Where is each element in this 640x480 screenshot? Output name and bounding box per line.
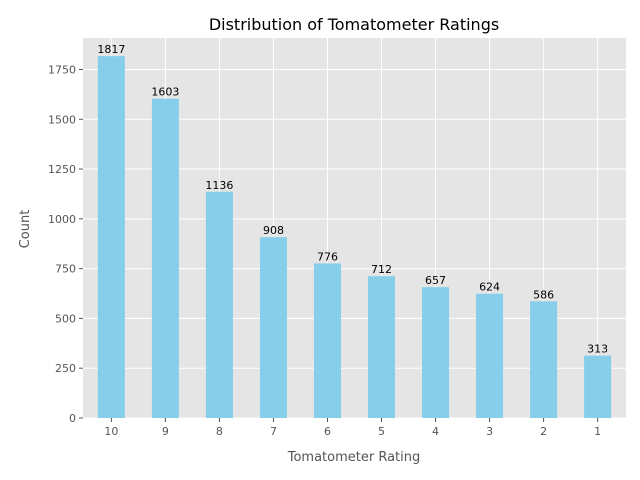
y-axis-ticks: 0 250 500 750 1000 1250 1500 1750 bbox=[48, 63, 83, 425]
bar-rating-8 bbox=[205, 191, 233, 418]
y-tick-label: 1000 bbox=[48, 213, 76, 226]
data-label-rating-5: 712 bbox=[371, 263, 392, 276]
bar-rating-10 bbox=[97, 56, 125, 419]
y-tick-label: 1500 bbox=[48, 113, 76, 126]
y-tick-label: 1750 bbox=[48, 63, 76, 76]
x-axis-label: Tomatometer Rating bbox=[287, 450, 421, 465]
x-tick-label-6: 6 bbox=[324, 425, 331, 438]
bar-rating-5 bbox=[368, 276, 396, 418]
y-tick-label: 1250 bbox=[48, 163, 76, 176]
x-tick-label-8: 8 bbox=[216, 425, 223, 438]
bar-rating-6 bbox=[313, 263, 341, 418]
x-tick-label-4: 4 bbox=[432, 425, 439, 438]
data-label-rating-1: 313 bbox=[587, 343, 608, 356]
data-label-rating-6: 776 bbox=[317, 250, 338, 263]
data-label-rating-10: 1817 bbox=[97, 43, 125, 56]
y-tick-label: 750 bbox=[55, 263, 76, 276]
x-tick-label-9: 9 bbox=[162, 425, 169, 438]
bar-rating-7 bbox=[259, 237, 287, 418]
x-tick-label-5: 5 bbox=[378, 425, 385, 438]
data-label-rating-2: 586 bbox=[533, 288, 554, 301]
x-tick-label-2: 2 bbox=[540, 425, 547, 438]
x-tick-label-1: 1 bbox=[594, 425, 601, 438]
bar-rating-2 bbox=[530, 301, 558, 418]
chart-title: Distribution of Tomatometer Ratings bbox=[209, 15, 499, 34]
y-tick-label: 250 bbox=[55, 362, 76, 375]
bar-rating-3 bbox=[476, 293, 504, 418]
y-axis-label: Count bbox=[18, 210, 33, 249]
x-axis-ticks: 10 9 8 7 6 5 4 3 2 1 bbox=[104, 418, 601, 438]
data-label-rating-4: 657 bbox=[425, 274, 446, 287]
bars bbox=[97, 56, 612, 419]
bar-rating-4 bbox=[422, 287, 450, 418]
data-label-rating-9: 1603 bbox=[151, 86, 179, 99]
x-tick-label-7: 7 bbox=[270, 425, 277, 438]
bar-rating-9 bbox=[151, 98, 179, 418]
y-tick-label: 500 bbox=[55, 312, 76, 325]
data-label-rating-8: 1136 bbox=[205, 179, 233, 192]
y-tick-label: 0 bbox=[69, 412, 76, 425]
x-tick-label-10: 10 bbox=[104, 425, 118, 438]
data-label-rating-3: 624 bbox=[479, 281, 500, 294]
data-labels: 1817 1603 1136 908 776 712 657 624 586 313 bbox=[97, 43, 608, 356]
x-tick-label-3: 3 bbox=[486, 425, 493, 438]
bar-rating-1 bbox=[584, 355, 612, 418]
data-label-rating-7: 908 bbox=[263, 224, 284, 237]
